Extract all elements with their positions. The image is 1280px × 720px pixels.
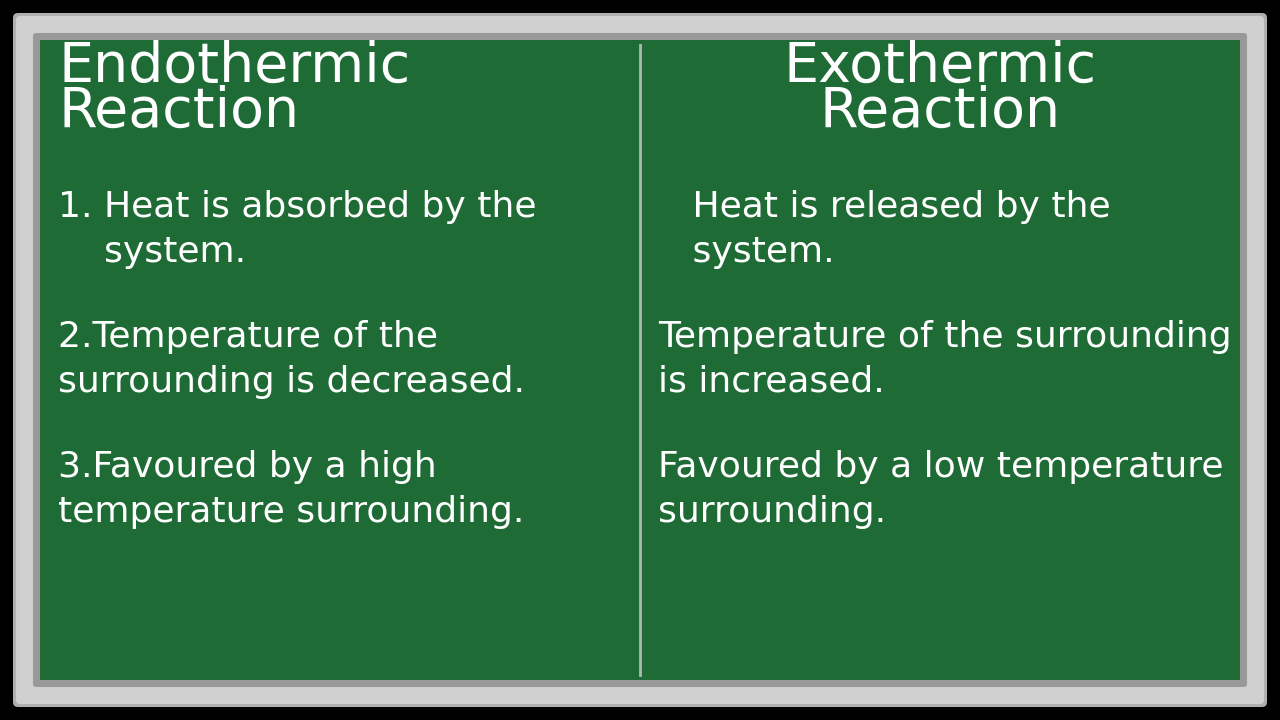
FancyBboxPatch shape <box>13 13 1267 707</box>
FancyBboxPatch shape <box>40 40 1240 680</box>
Text: Endothermic: Endothermic <box>58 40 411 94</box>
Text: Exothermic: Exothermic <box>783 40 1097 94</box>
Text: Reaction: Reaction <box>58 85 300 139</box>
Text: Favoured by a low temperature
surrounding.: Favoured by a low temperature surroundin… <box>658 450 1224 528</box>
FancyBboxPatch shape <box>15 16 1265 704</box>
Text: 1. Heat is absorbed by the
    system.: 1. Heat is absorbed by the system. <box>58 190 536 269</box>
Text: 3.Favoured by a high
temperature surrounding.: 3.Favoured by a high temperature surroun… <box>58 450 525 528</box>
Bar <box>0 0 1280 30</box>
Text: Reaction: Reaction <box>819 85 1061 139</box>
Text: Temperature of the surrounding
is increased.: Temperature of the surrounding is increa… <box>658 320 1231 399</box>
Text: Heat is released by the
   system.: Heat is released by the system. <box>658 190 1111 269</box>
FancyBboxPatch shape <box>33 33 1247 687</box>
Bar <box>0 700 1280 720</box>
Text: 2.Temperature of the
surrounding is decreased.: 2.Temperature of the surrounding is decr… <box>58 320 525 399</box>
